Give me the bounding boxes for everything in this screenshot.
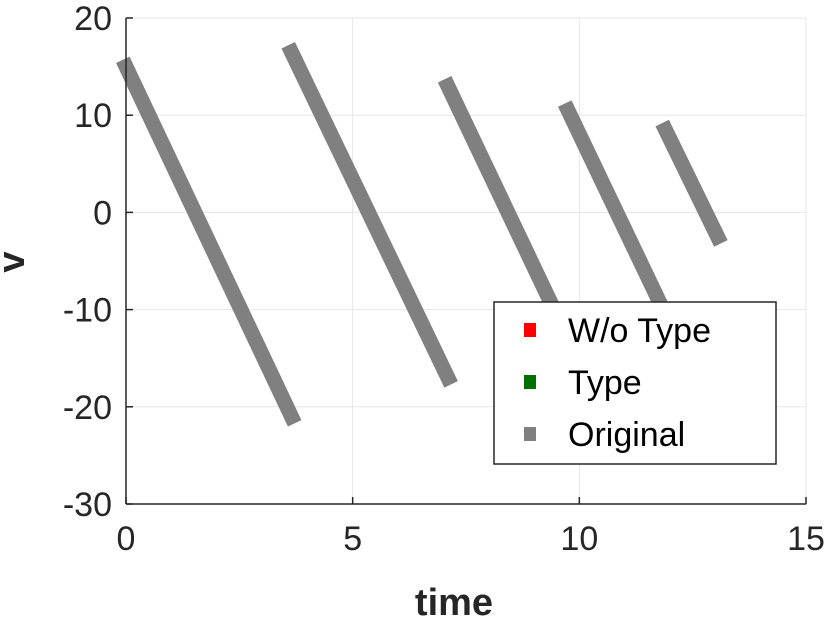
x-tick-label-0: 0 bbox=[117, 520, 136, 558]
y-tick-label-4: -20 bbox=[63, 389, 112, 427]
series-2-segment-1 bbox=[281, 42, 458, 388]
x-tick-label-1: 5 bbox=[343, 520, 362, 558]
y-tick-label-5: -30 bbox=[63, 486, 112, 524]
legend-label-1: Type bbox=[568, 364, 642, 402]
series-2-segment-3 bbox=[558, 100, 676, 325]
series-2-segment-2 bbox=[437, 76, 578, 349]
y-axis-label: v bbox=[0, 251, 33, 272]
series-2-segment-4 bbox=[655, 119, 728, 247]
legend-box bbox=[493, 301, 777, 465]
x-tick-label-2: 10 bbox=[560, 520, 598, 558]
legend-marker-2 bbox=[524, 427, 536, 441]
plot-series bbox=[116, 42, 728, 427]
tick-labels: 0 5 10 15 20 10 0 -10 -20 -30 bbox=[63, 0, 825, 558]
x-tick-label-3: 15 bbox=[787, 520, 825, 558]
legend-marker-1 bbox=[524, 375, 536, 389]
y-tick-label-2: 0 bbox=[93, 194, 112, 232]
legend-label-2: Original bbox=[568, 416, 685, 454]
x-axis-label: time bbox=[415, 582, 493, 620]
legend-marker-0 bbox=[524, 323, 536, 337]
y-tick-label-0: 20 bbox=[74, 0, 112, 38]
legend-label-0: W/o Type bbox=[568, 312, 711, 350]
series-2-segment-0 bbox=[116, 56, 302, 427]
axes bbox=[125, 17, 807, 505]
y-tick-label-3: -10 bbox=[63, 292, 112, 330]
legend: W/o Type Type Original bbox=[493, 301, 777, 465]
y-tick-label-1: 10 bbox=[74, 97, 112, 135]
